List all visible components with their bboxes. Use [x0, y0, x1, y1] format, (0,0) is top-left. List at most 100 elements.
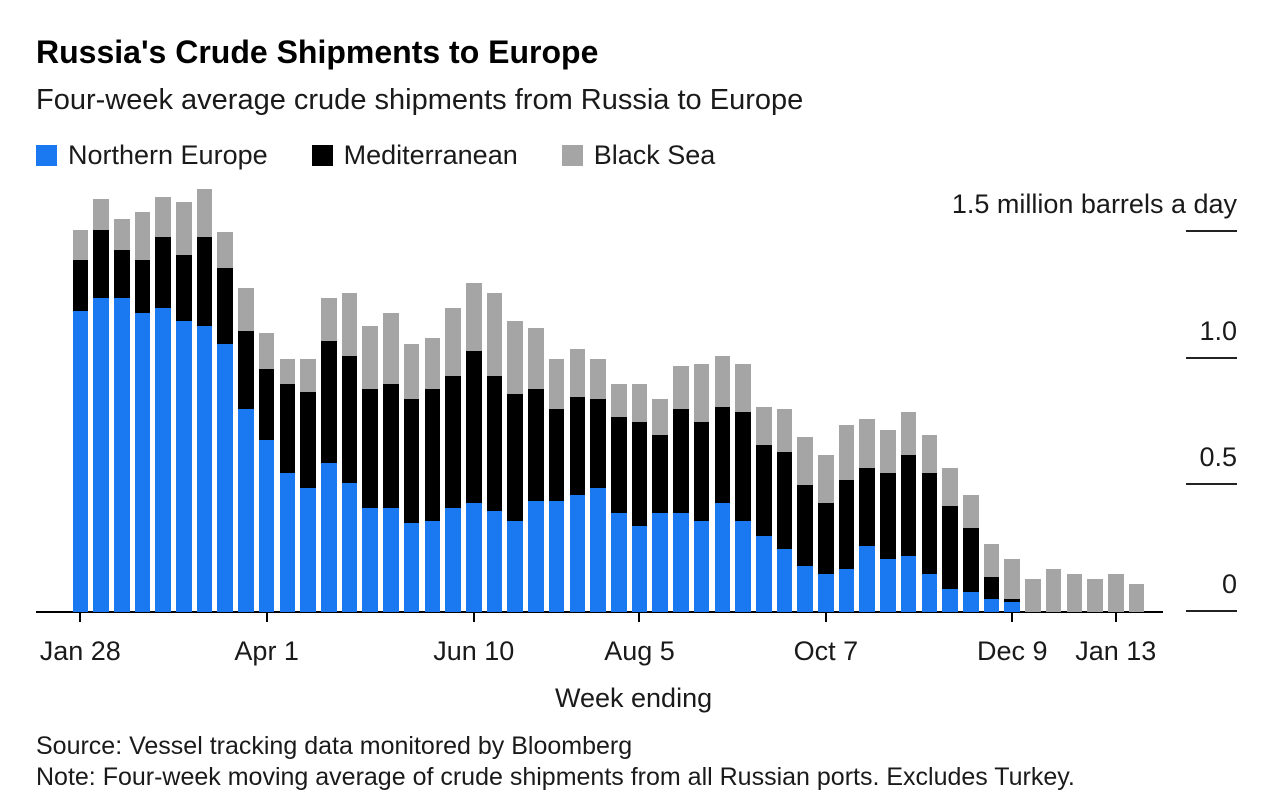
- bar-segment: [673, 513, 689, 612]
- bar-segment: [321, 341, 337, 463]
- bar-segment: [258, 369, 275, 440]
- chart-footer: Source: Vessel tracking data monitored b…: [36, 731, 1075, 793]
- legend-label-black-sea: Black Sea: [593, 140, 716, 170]
- bar-segment: [300, 359, 316, 392]
- bar-segment: [942, 506, 958, 589]
- x-axis-tick: [1114, 613, 1117, 622]
- x-tick-label: Apr 1: [234, 636, 299, 666]
- legend-item-northern-europe: Northern Europe: [36, 140, 268, 171]
- bar-segment: [693, 364, 710, 422]
- bar-segment: [818, 574, 834, 612]
- bar-segment: [590, 399, 606, 488]
- bar-segment: [465, 351, 482, 503]
- bar-segment: [424, 389, 441, 521]
- x-axis-line: [36, 611, 1163, 613]
- bar-segment: [1066, 574, 1083, 612]
- bar-segment: [631, 422, 648, 526]
- bar-segment: [486, 376, 503, 511]
- bar-segment: [735, 364, 751, 412]
- bar-segment: [383, 384, 399, 508]
- bar-segment: [921, 435, 938, 473]
- bar-segment: [776, 452, 793, 549]
- bar-segment: [755, 445, 772, 536]
- bar-segment: [548, 501, 565, 612]
- y-axis-tick: [1186, 356, 1237, 359]
- bar-segment: [735, 412, 751, 521]
- legend-swatch-northern-europe: [36, 145, 57, 166]
- bar-segment: [341, 293, 358, 356]
- bar-segment: [1045, 569, 1062, 612]
- bar-segment: [196, 326, 213, 612]
- y-tick-label: 1.0: [1199, 315, 1237, 346]
- bar-segment: [735, 521, 751, 612]
- x-axis-title: Week ending: [555, 683, 713, 713]
- bar-segment: [403, 344, 420, 399]
- bar-segment: [465, 283, 482, 351]
- x-axis-tick: [1011, 613, 1014, 622]
- bar-segment: [631, 526, 648, 612]
- bar-segment: [880, 559, 896, 612]
- x-tick-label: Jun 10: [433, 636, 515, 666]
- bar-segment: [963, 495, 979, 528]
- y-tick-label: 0: [1221, 569, 1237, 599]
- bar-segment: [693, 521, 710, 612]
- bar-segment: [403, 399, 420, 523]
- bar-segment: [507, 321, 523, 394]
- x-tick-label: Aug 5: [604, 636, 675, 666]
- bar-segment: [258, 333, 275, 369]
- bar-segment: [818, 503, 834, 574]
- bar-segment: [383, 508, 399, 612]
- bar-segment: [238, 331, 254, 409]
- bar-segment: [321, 298, 337, 341]
- bar-segment: [300, 392, 316, 488]
- bar-segment: [72, 311, 89, 612]
- bar-segment: [507, 521, 523, 612]
- bar-segment: [341, 483, 358, 612]
- bar-segment: [859, 468, 876, 546]
- x-tick-label: Dec 9: [976, 636, 1048, 666]
- bar-segment: [963, 528, 979, 592]
- bar-segment: [445, 376, 461, 508]
- bar-segment: [445, 308, 461, 376]
- x-axis-tick: [824, 613, 827, 622]
- bar-segment: [217, 268, 234, 344]
- bar-segment: [548, 409, 565, 501]
- bar-segment: [610, 384, 627, 417]
- bar-segment: [362, 508, 379, 612]
- bar-segment: [155, 197, 171, 237]
- bar-segment: [217, 344, 234, 612]
- bar-segment: [797, 566, 813, 612]
- bar-segment: [776, 549, 793, 612]
- bar-segment: [838, 480, 855, 569]
- bar-segment: [797, 485, 813, 566]
- bar-segment: [569, 349, 586, 397]
- bar-segment: [1108, 574, 1124, 612]
- bar-segment: [652, 435, 668, 513]
- chart-subtitle: Four-week average crude shipments from R…: [36, 84, 804, 116]
- bar-segment: [279, 473, 296, 612]
- source-line: Source: Vessel tracking data monitored b…: [36, 732, 633, 760]
- bar-segment: [983, 599, 1000, 612]
- bar-segment: [403, 523, 420, 612]
- bar-segment: [134, 212, 151, 260]
- x-axis-tick: [265, 613, 268, 622]
- bar-segment: [155, 237, 171, 308]
- bar-segment: [465, 503, 482, 612]
- bar-segment: [113, 250, 130, 298]
- bar-segment: [445, 508, 461, 612]
- bar-segment: [155, 308, 171, 612]
- bar-segment: [72, 260, 89, 311]
- bar-segment: [983, 544, 1000, 577]
- bar-segment: [93, 230, 109, 298]
- bar-segment: [838, 569, 855, 612]
- legend-label-mediterranean: Mediterranean: [343, 140, 518, 170]
- bar-segment: [176, 202, 192, 255]
- bar-segment: [755, 407, 772, 445]
- bar-segment: [362, 389, 379, 508]
- bar-segment: [921, 574, 938, 612]
- bar-segment: [631, 384, 648, 422]
- bar-segment: [1004, 599, 1021, 602]
- bar-segment: [279, 384, 296, 473]
- bar-segment: [900, 412, 917, 455]
